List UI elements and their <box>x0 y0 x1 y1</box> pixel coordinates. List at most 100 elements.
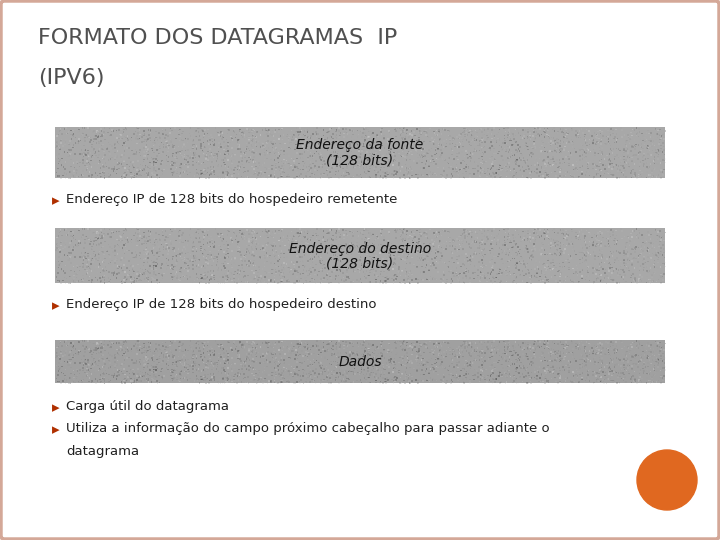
Bar <box>193 368 194 370</box>
Bar <box>293 235 294 237</box>
Bar <box>397 254 398 255</box>
Bar <box>467 152 468 153</box>
Bar <box>248 150 250 151</box>
Bar <box>59 146 60 147</box>
Bar <box>432 159 433 160</box>
Bar <box>293 371 294 373</box>
Bar <box>228 247 229 248</box>
Bar <box>194 361 196 363</box>
Bar <box>195 157 197 158</box>
Bar <box>140 175 142 177</box>
Bar <box>314 174 315 176</box>
Bar <box>422 271 424 273</box>
Bar <box>405 140 406 141</box>
Bar <box>120 369 121 370</box>
Bar <box>480 355 481 356</box>
Bar <box>202 173 204 174</box>
Bar <box>513 345 514 347</box>
Bar <box>559 128 561 130</box>
Bar <box>603 347 604 348</box>
Bar <box>567 262 569 264</box>
Bar <box>513 273 515 274</box>
Bar <box>104 133 106 134</box>
Bar <box>196 172 197 174</box>
Bar <box>366 145 369 146</box>
Bar <box>184 153 185 155</box>
Bar <box>382 355 383 356</box>
Bar <box>492 371 494 373</box>
Bar <box>346 147 347 149</box>
Bar <box>250 157 251 158</box>
Bar <box>642 251 644 252</box>
Bar <box>474 251 475 252</box>
Bar <box>653 352 654 353</box>
Bar <box>144 376 145 377</box>
Bar <box>352 346 354 347</box>
Bar <box>652 143 653 145</box>
Bar <box>484 166 485 167</box>
Bar <box>256 171 258 172</box>
Bar <box>55 228 665 283</box>
Bar <box>123 160 125 162</box>
Bar <box>66 233 68 235</box>
Bar <box>440 258 442 259</box>
Bar <box>350 177 351 178</box>
Bar <box>495 140 497 142</box>
Bar <box>560 168 562 170</box>
Bar <box>135 137 137 139</box>
Bar <box>658 246 660 247</box>
Bar <box>87 174 89 176</box>
Bar <box>587 361 588 362</box>
Bar <box>548 174 549 176</box>
Bar <box>491 267 492 268</box>
Bar <box>302 260 303 262</box>
Bar <box>654 370 655 372</box>
Bar <box>449 350 451 352</box>
Bar <box>176 259 177 261</box>
Bar <box>88 273 89 275</box>
Bar <box>72 134 73 136</box>
Bar <box>107 147 109 149</box>
Bar <box>408 171 409 173</box>
Bar <box>448 167 449 168</box>
Bar <box>184 247 185 248</box>
Bar <box>439 131 441 132</box>
Bar <box>59 148 60 150</box>
Bar <box>382 261 384 263</box>
Bar <box>467 134 469 136</box>
Bar <box>271 269 273 271</box>
Bar <box>300 343 301 345</box>
Bar <box>156 380 158 382</box>
Bar <box>182 229 184 231</box>
Bar <box>367 367 369 369</box>
Bar <box>361 268 362 269</box>
Bar <box>593 176 595 178</box>
Bar <box>405 137 406 138</box>
Bar <box>106 148 107 150</box>
Bar <box>120 134 122 136</box>
Bar <box>217 132 219 133</box>
Bar <box>500 372 501 373</box>
Bar <box>199 350 201 352</box>
Bar <box>642 357 644 359</box>
Bar <box>377 145 378 146</box>
Bar <box>647 261 649 262</box>
Bar <box>251 373 253 374</box>
Bar <box>170 229 171 231</box>
Bar <box>430 171 431 173</box>
Bar <box>271 243 274 244</box>
Bar <box>277 135 279 137</box>
Bar <box>397 272 399 273</box>
Bar <box>337 256 338 257</box>
Bar <box>431 357 432 359</box>
Bar <box>104 262 105 264</box>
Bar <box>367 137 369 138</box>
Bar <box>312 267 314 268</box>
Bar <box>394 358 395 359</box>
Bar <box>114 152 116 153</box>
Bar <box>562 177 563 178</box>
Bar <box>381 235 382 237</box>
Bar <box>493 347 495 349</box>
Bar <box>132 168 134 170</box>
Bar <box>201 146 202 148</box>
